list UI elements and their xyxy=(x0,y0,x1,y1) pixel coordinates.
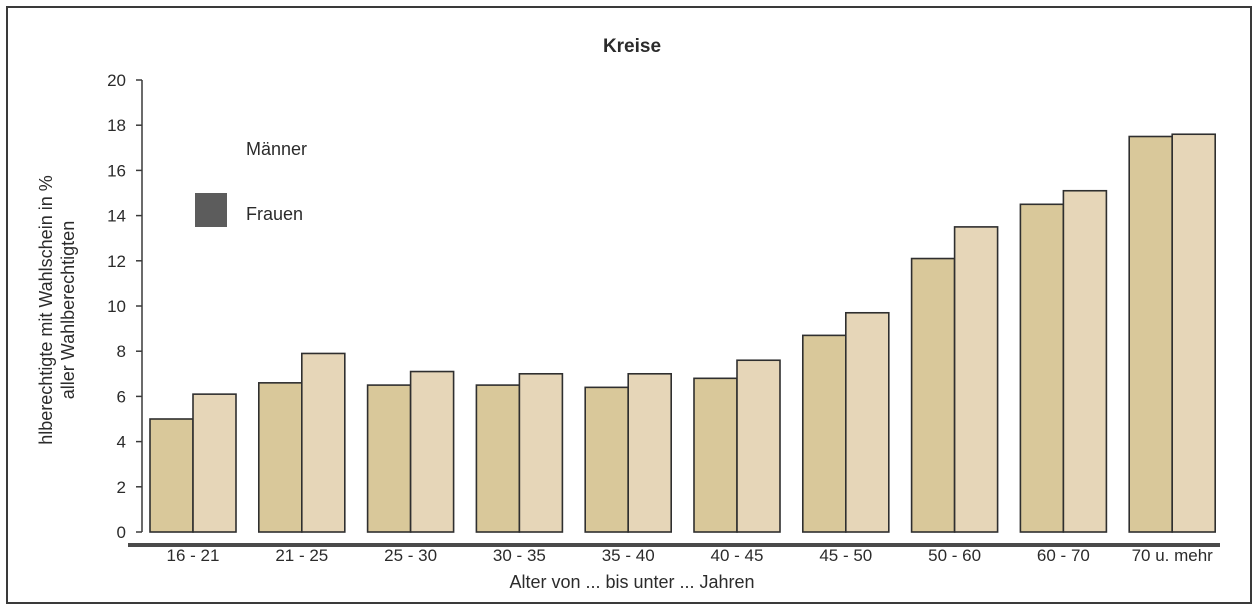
bar-maenner xyxy=(1019,203,1065,533)
bar-maenner xyxy=(584,386,630,533)
y-tick-label: 10 xyxy=(107,297,126,316)
legend-swatch-maenner xyxy=(195,132,227,162)
legend: Männer Frauen xyxy=(195,132,307,227)
bar-frauen xyxy=(1171,133,1216,533)
bar-frauen xyxy=(627,372,673,533)
y-axis-title-line2: aller Wahlberechtigten xyxy=(58,221,78,399)
x-tick-label: 50 - 60 xyxy=(928,546,981,565)
y-tick-label: 18 xyxy=(107,116,126,135)
y-tick-label: 2 xyxy=(117,478,126,497)
bar-maenner xyxy=(257,382,303,533)
bar-frauen xyxy=(736,359,781,533)
x-tick-label: 30 - 35 xyxy=(493,546,546,565)
bar-frauen xyxy=(409,370,455,533)
x-axis-title: Alter von ... bis unter ... Jahren xyxy=(509,572,754,592)
y-tick-label: 20 xyxy=(107,71,126,90)
y-axis-title: hlberechtigte mit Wahlschein in % aller … xyxy=(36,175,78,444)
x-tick-label: 40 - 45 xyxy=(711,546,764,565)
bar-frauen xyxy=(1062,189,1108,533)
x-tick-label: 60 - 70 xyxy=(1037,546,1090,565)
legend-label-maenner: Männer xyxy=(246,139,307,159)
x-tick-label: 21 - 25 xyxy=(275,546,328,565)
x-tick-label: 25 - 30 xyxy=(384,546,437,565)
y-tick-label: 14 xyxy=(107,207,126,226)
y-axis-title-line1: hlberechtigte mit Wahlschein in % xyxy=(36,175,56,444)
bar-maenner xyxy=(475,384,521,533)
x-tick-labels: 16 - 21 21 - 25 25 - 30 30 - 35 35 - 40 40 - … xyxy=(167,546,1214,565)
x-tick-label: 70 u. mehr xyxy=(1132,546,1214,565)
x-tick-label: 45 - 50 xyxy=(819,546,872,565)
y-tick-label: 0 xyxy=(117,523,126,542)
bar-frauen xyxy=(300,352,346,533)
bar-frauen xyxy=(518,372,564,533)
legend-swatch-frauen xyxy=(195,193,227,227)
x-tick-label: 35 - 40 xyxy=(602,546,655,565)
y-tick-label: 12 xyxy=(107,252,126,271)
legend-label-frauen: Frauen xyxy=(246,204,303,224)
bar-maenner xyxy=(366,384,412,533)
bar-maenner xyxy=(801,334,847,533)
y-tick-label: 4 xyxy=(117,433,126,452)
bar-frauen xyxy=(953,226,999,533)
x-tick-label: 16 - 21 xyxy=(167,546,220,565)
y-axis: 0 2 4 6 8 10 12 14 16 18 20 xyxy=(107,71,143,542)
bar-maenner xyxy=(149,418,194,533)
y-tick-label: 16 xyxy=(107,161,126,180)
bar-frauen xyxy=(844,311,890,533)
y-tick-label: 8 xyxy=(117,342,126,361)
bar-maenner xyxy=(693,377,738,533)
bar-maenner xyxy=(910,257,956,533)
bar-maenner xyxy=(1128,135,1173,533)
chart-title: Kreise xyxy=(603,36,661,57)
bar-frauen xyxy=(192,393,237,533)
bars xyxy=(149,133,1216,533)
y-tick-label: 6 xyxy=(117,387,126,406)
